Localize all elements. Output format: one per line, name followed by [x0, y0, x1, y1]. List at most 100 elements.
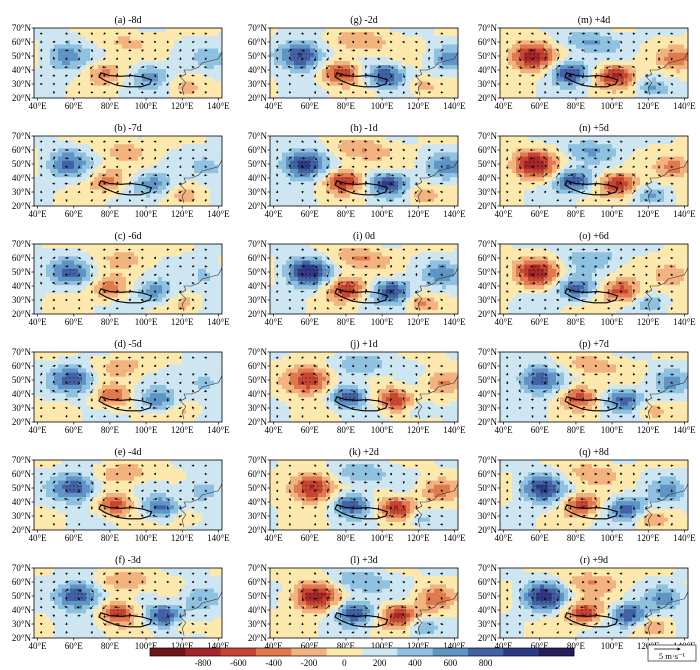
colorbar-segment: [362, 648, 398, 656]
lat-tick-label: 30°N: [12, 619, 32, 629]
lat-tick-label: 30°N: [12, 295, 32, 305]
panel-4: (d) -5d 40°E 60°E 80°E 100°E 120°E 140°E 20°N 30…: [12, 339, 230, 435]
lat-tick-label: 30°N: [12, 511, 32, 521]
lon-tick-label: 40°E: [495, 425, 514, 435]
lon-tick-label: 60°E: [65, 425, 84, 435]
lon-tick-label: 120°E: [407, 317, 430, 327]
lat-tick-label: 30°N: [478, 403, 498, 413]
panel-title: (n) +5d: [579, 123, 609, 134]
lon-tick-label: 120°E: [407, 209, 430, 219]
lon-tick-label: 80°E: [101, 425, 120, 435]
lon-tick-label: 60°E: [301, 641, 320, 651]
panel-frame: [269, 27, 459, 99]
lon-tick-label: 60°E: [301, 101, 320, 111]
lon-tick-label: 80°E: [567, 425, 586, 435]
lat-tick-label: 20°N: [478, 201, 498, 211]
lat-tick-label: 20°N: [248, 309, 268, 319]
colorbar-segment: [432, 648, 469, 656]
colorbar-segment: [220, 648, 257, 656]
lat-tick-label: 20°N: [12, 201, 32, 211]
lat-tick-label: 20°N: [12, 525, 32, 535]
colorbar-tick-label: -600: [230, 658, 247, 668]
lon-tick-label: 140°E: [673, 533, 696, 543]
lon-tick-label: 120°E: [407, 533, 430, 543]
panel-frame: [269, 243, 459, 315]
lon-tick-label: 40°E: [29, 101, 48, 111]
lon-tick-label: 100°E: [601, 209, 624, 219]
lon-tick-label: 100°E: [601, 641, 624, 651]
panel-2: (b) -7d 40°E 60°E 80°E 100°E 120°E 140°E 20°N 30…: [12, 123, 230, 219]
lat-tick-label: 30°N: [12, 79, 32, 89]
lon-tick-label: 60°E: [65, 641, 84, 651]
colorbar-tick-label: 200: [373, 658, 387, 668]
panel-15: (o) +6d 40°E 60°E 80°E 100°E 120°E 140°E 20°N 30…: [478, 231, 696, 327]
lon-tick-label: 40°E: [29, 317, 48, 327]
lat-tick-label: 50°N: [248, 159, 268, 169]
lat-tick-label: 60°N: [248, 577, 268, 587]
lon-tick-label: 140°E: [207, 425, 230, 435]
lat-tick-label: 60°N: [12, 37, 32, 47]
lat-tick-label: 40°N: [12, 281, 32, 291]
lon-tick-label: 80°E: [567, 317, 586, 327]
panel-frame: [33, 567, 223, 639]
lat-tick-label: 60°N: [248, 145, 268, 155]
lat-tick-label: 50°N: [478, 267, 498, 277]
lon-tick-label: 60°E: [531, 101, 550, 111]
lon-tick-label: 120°E: [407, 425, 430, 435]
lat-tick-label: 70°N: [12, 239, 32, 249]
lon-tick-label: 100°E: [135, 101, 158, 111]
lon-tick-label: 40°E: [495, 101, 514, 111]
lon-tick-label: 140°E: [207, 533, 230, 543]
lon-tick-label: 100°E: [371, 641, 394, 651]
lat-tick-label: 30°N: [248, 403, 268, 413]
lon-tick-label: 140°E: [207, 641, 230, 651]
colorbar-segment: [397, 648, 433, 656]
panel-title: (i) 0d: [353, 231, 375, 242]
lon-tick-label: 60°E: [531, 641, 550, 651]
lat-tick-label: 30°N: [248, 295, 268, 305]
lat-tick-label: 60°N: [478, 577, 498, 587]
lon-tick-label: 140°E: [443, 101, 466, 111]
lat-tick-label: 40°N: [248, 65, 268, 75]
lat-tick-label: 20°N: [478, 309, 498, 319]
lat-tick-label: 60°N: [248, 361, 268, 371]
colorbar-tick-label: 800: [479, 658, 493, 668]
lat-tick-label: 30°N: [12, 403, 32, 413]
lon-tick-label: 80°E: [567, 641, 586, 651]
lon-tick-label: 60°E: [531, 209, 550, 219]
panel-8: (h) -1d 40°E 60°E 80°E 100°E 120°E 140°E 20°N 30…: [248, 123, 466, 219]
lat-tick-label: 60°N: [478, 361, 498, 371]
lon-tick-label: 80°E: [337, 317, 356, 327]
colorbar: -800 -600 -400 -200 0 200 400 600 800: [149, 647, 575, 668]
lat-tick-label: 50°N: [12, 375, 32, 385]
lat-tick-label: 20°N: [248, 417, 268, 427]
panel-frame: [33, 351, 223, 423]
lat-tick-label: 40°N: [478, 389, 498, 399]
panel-16: (p) +7d 40°E 60°E 80°E 100°E 120°E 140°E 20°N 30…: [478, 339, 696, 435]
lat-tick-label: 20°N: [12, 417, 32, 427]
lon-tick-label: 100°E: [601, 425, 624, 435]
panel-title: (g) -2d: [350, 15, 378, 26]
panel-title: (q) +8d: [579, 447, 609, 458]
panel-6: (f) -3d 40°E 60°E 80°E 100°E 120°E 140°E 20°N 30…: [12, 555, 230, 651]
lon-tick-label: 120°E: [407, 101, 430, 111]
lat-tick-label: 60°N: [12, 361, 32, 371]
lon-tick-label: 100°E: [135, 641, 158, 651]
colorbar-segment: [256, 648, 292, 656]
panel-title: (j) +1d: [350, 339, 378, 350]
lon-tick-label: 140°E: [207, 317, 230, 327]
lat-tick-label: 70°N: [248, 23, 268, 33]
lat-tick-label: 30°N: [248, 619, 268, 629]
lat-tick-label: 20°N: [248, 93, 268, 103]
lon-tick-label: 80°E: [101, 209, 120, 219]
lat-tick-label: 70°N: [12, 131, 32, 141]
lon-tick-label: 100°E: [135, 533, 158, 543]
lat-tick-label: 40°N: [248, 173, 268, 183]
panel-title: (m) +4d: [578, 15, 611, 26]
lat-tick-label: 60°N: [248, 469, 268, 479]
colorbar-tick-label: -200: [301, 658, 318, 668]
lat-tick-label: 20°N: [478, 417, 498, 427]
lon-tick-label: 80°E: [567, 209, 586, 219]
lon-tick-label: 60°E: [531, 425, 550, 435]
lon-tick-label: 80°E: [337, 101, 356, 111]
